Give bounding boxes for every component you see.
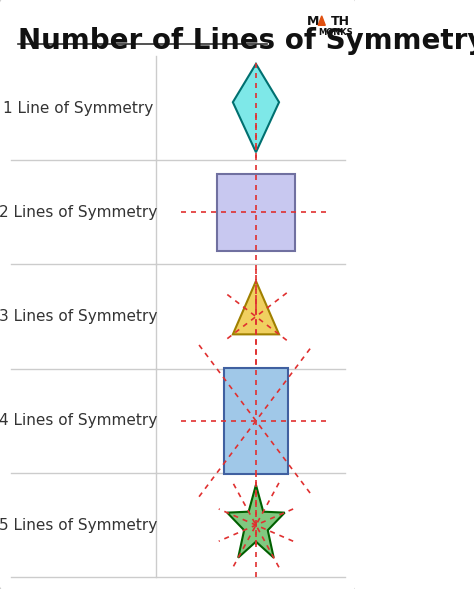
FancyBboxPatch shape [0,0,359,589]
Text: MONKS: MONKS [318,28,353,37]
Text: M: M [307,15,319,28]
Text: TH: TH [330,15,350,28]
Polygon shape [233,64,279,153]
Polygon shape [227,485,285,558]
Text: 5 Lines of Symmetry: 5 Lines of Symmetry [0,518,157,532]
Polygon shape [318,16,325,25]
Polygon shape [233,281,279,335]
Text: 2 Lines of Symmetry: 2 Lines of Symmetry [0,205,157,220]
FancyBboxPatch shape [217,174,295,251]
FancyBboxPatch shape [224,368,288,474]
Text: Number of Lines of Symmetry: Number of Lines of Symmetry [18,27,474,55]
Text: 3 Lines of Symmetry: 3 Lines of Symmetry [0,309,157,324]
Text: 4 Lines of Symmetry: 4 Lines of Symmetry [0,413,157,428]
Text: 1 Line of Symmetry: 1 Line of Symmetry [3,101,153,115]
